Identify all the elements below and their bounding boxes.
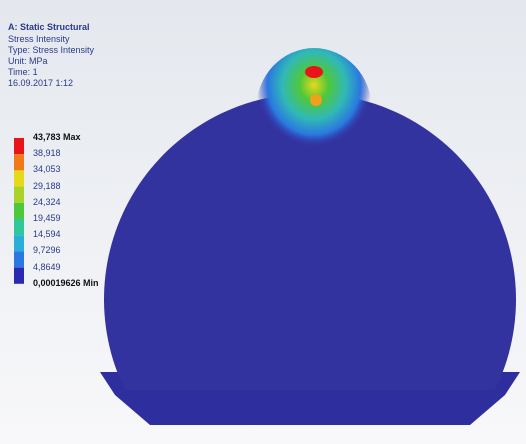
legend-swatch [14, 138, 24, 154]
legend [14, 138, 24, 284]
header-line: 16.09.2017 1:12 [8, 78, 73, 89]
legend-label: 38,918 [33, 148, 61, 158]
legend-label: 4,8649 [33, 262, 61, 272]
secondary-spot [310, 94, 322, 106]
legend-label: 0,00019626 Min [33, 278, 99, 288]
legend-label: 19,459 [33, 213, 61, 223]
screenshot: A: Static Structural Stress IntensityTyp… [0, 0, 526, 444]
legend-swatch [14, 219, 24, 235]
model-view [0, 0, 526, 444]
max-spot [305, 66, 323, 78]
legend-label: 34,053 [33, 164, 61, 174]
legend-swatch [14, 268, 24, 284]
legend-swatch [14, 154, 24, 170]
legend-swatch [14, 203, 24, 219]
legend-label: 24,324 [33, 197, 61, 207]
legend-swatch [14, 235, 24, 251]
header-line: Stress Intensity [8, 34, 70, 45]
legend-label: 29,188 [33, 181, 61, 191]
header-title: A: Static Structural [8, 22, 90, 33]
legend-label: 9,7296 [33, 245, 61, 255]
header-line: Time: 1 [8, 67, 38, 78]
legend-label: 14,594 [33, 229, 61, 239]
legend-swatch [14, 170, 24, 186]
legend-label: 43,783 Max [33, 132, 81, 142]
legend-swatch [14, 251, 24, 267]
header-line: Unit: MPa [8, 56, 48, 67]
header-line: Type: Stress Intensity [8, 45, 94, 56]
legend-swatch [14, 187, 24, 203]
